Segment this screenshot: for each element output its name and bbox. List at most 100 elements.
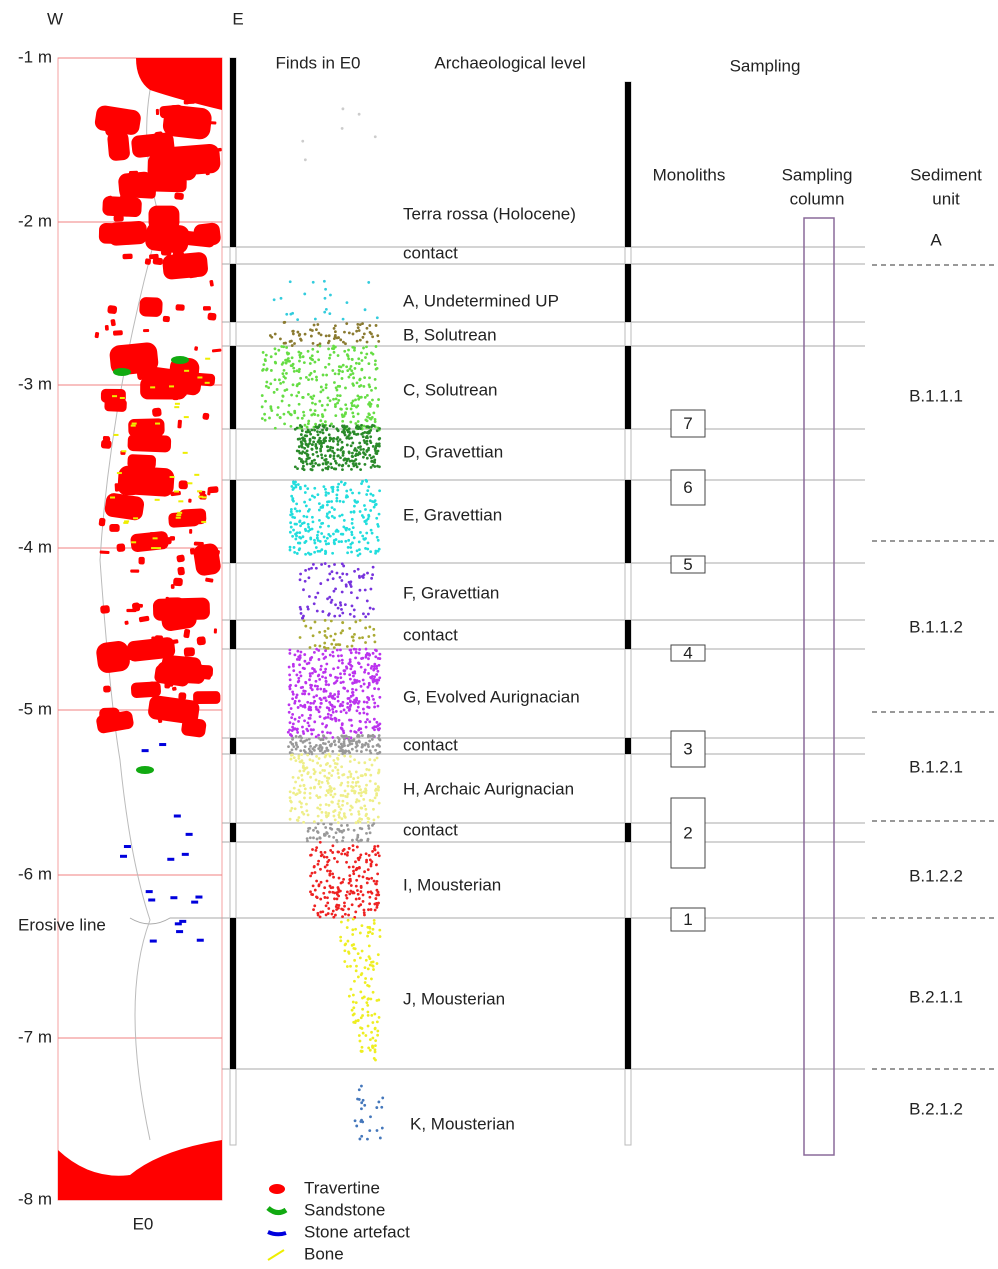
find-point xyxy=(314,318,317,321)
find-point xyxy=(294,718,297,721)
find-point xyxy=(299,338,302,341)
find-point xyxy=(358,741,361,744)
travertine-block xyxy=(174,192,184,200)
find-point xyxy=(312,884,315,887)
find-point xyxy=(334,334,337,337)
depth-label: -5 m xyxy=(18,699,52,718)
find-point xyxy=(302,535,305,538)
find-point xyxy=(311,752,314,755)
find-point xyxy=(341,446,344,449)
find-point xyxy=(261,369,264,372)
find-point xyxy=(304,681,307,684)
find-point xyxy=(294,807,297,810)
find-point xyxy=(304,440,307,443)
find-point xyxy=(310,553,313,556)
find-point xyxy=(342,107,345,110)
find-point xyxy=(342,794,345,797)
find-point xyxy=(302,411,305,414)
find-point xyxy=(355,879,358,882)
find-point xyxy=(371,695,374,698)
find-point xyxy=(366,984,369,987)
travertine-block xyxy=(162,252,209,281)
find-point xyxy=(337,776,340,779)
find-point xyxy=(337,814,340,817)
find-point xyxy=(335,493,338,496)
find-point xyxy=(329,827,332,830)
bone-fragment xyxy=(132,423,137,425)
travertine-block xyxy=(143,641,150,647)
find-point xyxy=(296,658,299,661)
find-point xyxy=(313,772,316,775)
find-point xyxy=(367,362,370,365)
find-point xyxy=(303,414,306,417)
find-point xyxy=(327,716,330,719)
stone-artefact xyxy=(124,845,131,848)
find-point xyxy=(375,452,378,455)
find-point xyxy=(303,521,306,524)
find-point xyxy=(305,376,308,379)
find-point xyxy=(302,821,305,824)
find-point xyxy=(341,881,344,884)
find-point xyxy=(351,739,354,742)
find-point xyxy=(298,548,301,551)
find-point xyxy=(320,453,323,456)
find-point xyxy=(345,583,348,586)
find-point xyxy=(310,358,313,361)
find-point xyxy=(323,834,326,837)
find-point xyxy=(373,506,376,509)
find-point xyxy=(340,632,343,635)
find-point xyxy=(332,759,335,762)
find-point xyxy=(341,468,344,471)
find-point xyxy=(373,459,376,462)
find-point xyxy=(313,904,316,907)
find-point xyxy=(313,720,316,723)
find-point xyxy=(358,1138,361,1141)
find-point xyxy=(329,717,332,720)
find-point xyxy=(360,1107,363,1110)
find-point xyxy=(347,793,350,796)
find-point xyxy=(365,852,368,855)
find-point xyxy=(378,653,381,656)
travertine-block xyxy=(214,628,217,633)
column-bar-fill xyxy=(625,82,631,247)
find-point xyxy=(316,912,319,915)
find-point xyxy=(352,462,355,465)
find-point xyxy=(338,515,341,518)
find-point xyxy=(314,423,317,426)
find-point xyxy=(311,848,314,851)
travertine-block xyxy=(193,691,220,704)
find-point xyxy=(343,687,346,690)
bone-fragment xyxy=(197,490,202,492)
find-point xyxy=(348,866,351,869)
find-point xyxy=(352,636,355,639)
find-point xyxy=(340,824,343,827)
find-point xyxy=(339,438,342,441)
find-point xyxy=(328,753,331,756)
stone-artefact xyxy=(142,749,149,752)
find-point xyxy=(294,538,297,541)
find-point xyxy=(342,364,345,367)
find-point xyxy=(336,489,339,492)
find-point xyxy=(338,811,341,814)
find-point xyxy=(316,350,319,353)
find-point xyxy=(375,792,378,795)
find-point xyxy=(364,977,367,980)
find-point xyxy=(327,449,330,452)
find-point xyxy=(302,667,305,670)
find-point xyxy=(312,281,315,284)
find-point xyxy=(369,780,372,783)
find-point xyxy=(376,1129,379,1132)
find-point xyxy=(289,733,292,736)
find-point xyxy=(324,851,327,854)
find-point xyxy=(286,351,289,354)
find-point xyxy=(309,890,312,893)
find-point xyxy=(337,399,340,402)
find-point xyxy=(330,696,333,699)
find-point xyxy=(337,354,340,357)
find-point xyxy=(375,864,378,867)
find-point xyxy=(362,456,365,459)
find-point xyxy=(360,791,363,794)
find-point xyxy=(315,376,318,379)
find-point xyxy=(333,615,336,618)
find-point xyxy=(299,524,302,527)
